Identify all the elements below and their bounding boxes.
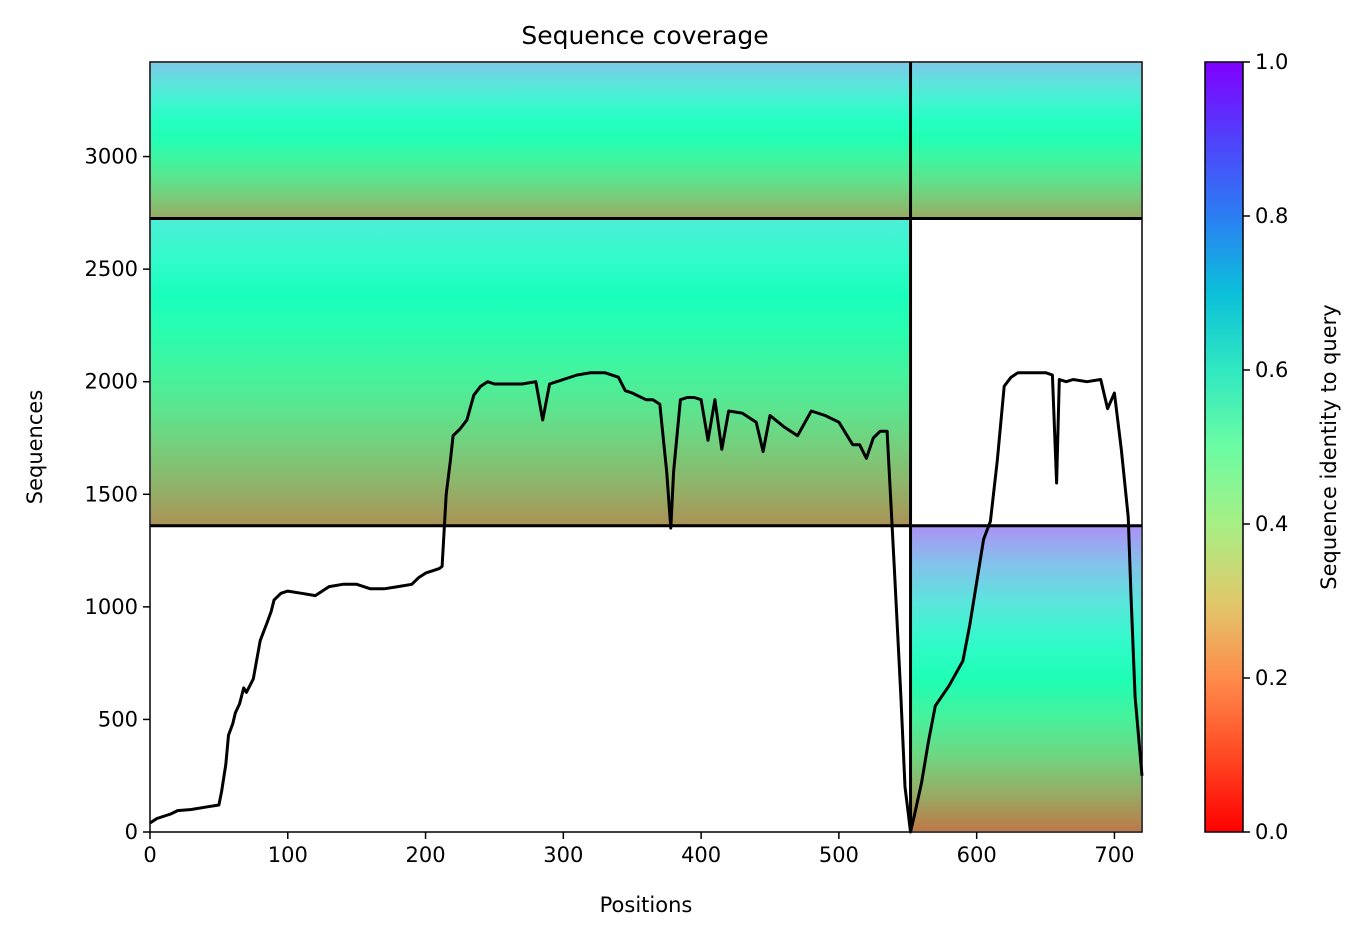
- y-tick-label: 1500: [85, 482, 138, 506]
- y-tick-label: 3000: [85, 145, 138, 169]
- x-tick-label: 500: [819, 843, 859, 867]
- coverage-block: [911, 63, 1141, 218]
- coverage-block: [151, 63, 910, 218]
- x-axis-ticks: 0 100 200 300 400 500 600 700: [143, 832, 1134, 867]
- y-tick-label: 0: [125, 820, 138, 844]
- x-tick-label: 400: [681, 843, 721, 867]
- colorbar-tick-label: 0.8: [1255, 204, 1288, 228]
- plot-area: [149, 61, 1144, 834]
- colorbar-tick-label: 0.4: [1255, 512, 1288, 536]
- chart-title: Sequence coverage: [521, 21, 768, 50]
- coverage-block: [911, 526, 1141, 831]
- colorbar-label: Sequence identity to query: [1317, 304, 1341, 589]
- x-axis-label: Positions: [600, 893, 693, 917]
- coverage-block: [151, 219, 910, 525]
- coverage-line: [149, 371, 1144, 834]
- y-tick-label: 2000: [85, 370, 138, 394]
- coverage-blocks: [151, 63, 1141, 831]
- colorbar-scale: [1204, 61, 1244, 833]
- colorbar-tick-label: 1.0: [1255, 50, 1288, 74]
- x-tick-label: 200: [406, 843, 446, 867]
- y-tick-label: 2500: [85, 257, 138, 281]
- colorbar-tick-label: 0.0: [1255, 820, 1288, 844]
- y-tick-label: 500: [98, 707, 138, 731]
- x-tick-label: 300: [543, 843, 583, 867]
- colorbar-ticks: 0.0 0.2 0.4 0.6 0.8 1.0: [1243, 50, 1288, 844]
- colorbar-tick-label: 0.2: [1255, 666, 1288, 690]
- plot-frame: [149, 61, 1143, 833]
- y-axis-label: Sequences: [23, 390, 47, 505]
- y-tick-label: 1000: [85, 595, 138, 619]
- colorbar-tick-label: 0.6: [1255, 358, 1288, 382]
- x-tick-label: 0: [143, 843, 156, 867]
- x-tick-label: 600: [957, 843, 997, 867]
- x-tick-label: 700: [1094, 843, 1134, 867]
- x-tick-label: 100: [268, 843, 308, 867]
- y-axis-ticks: 0 500 1000 1500 2000 2500 3000: [85, 145, 150, 844]
- block-boundaries: [150, 62, 1142, 832]
- colorbar: 0.0 0.2 0.4 0.6 0.8 1.0 Sequence identity to …: [1204, 50, 1341, 844]
